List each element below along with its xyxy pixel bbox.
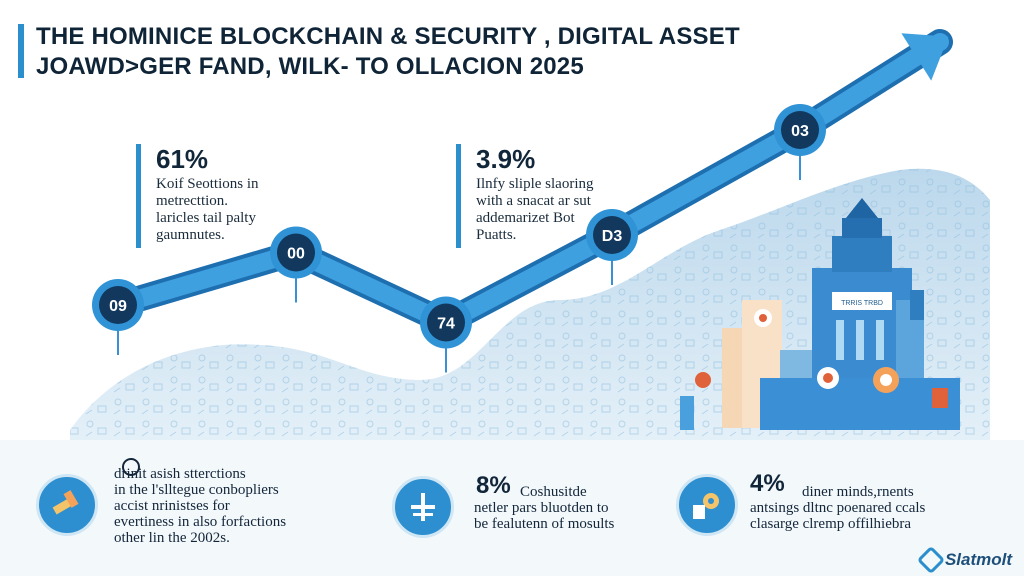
bullet-icon: [122, 458, 140, 476]
stat-line: Puatts.: [476, 227, 517, 243]
stat-line: addemarizet Bot: [476, 210, 575, 226]
brand-name: Slatmolt: [944, 550, 1012, 569]
stat-line: Ilnfy sliple slaoring: [476, 176, 594, 192]
pin-icon: [695, 372, 711, 388]
feature-badge: 4%: [750, 470, 785, 497]
feature-text: diner minds,rnents antsings dltnc poenar…: [750, 484, 925, 532]
cross-shield-icon: [392, 476, 454, 538]
feature-line: in the l'slltegue conbopliers: [114, 482, 279, 498]
city-buildings: TRRIS TRBD: [680, 198, 960, 430]
building-sign: TRRIS TRBD: [841, 300, 883, 307]
stat-line: Koif Seottions in: [156, 176, 259, 192]
stat-line: with a snacat ar sut: [476, 193, 591, 209]
feature-line: netler pars bluotden to: [474, 500, 609, 516]
stat-line: laricles tail palty: [156, 210, 256, 226]
data-point: 00: [270, 226, 322, 279]
hammer-gavel-icon: [36, 474, 98, 536]
flag-icon: [932, 388, 948, 408]
feature-line: be fealutenn of mosults: [474, 516, 615, 532]
feature-badge: 8%: [476, 472, 511, 499]
trend-line: [109, 33, 949, 332]
stat-description: Koif Seottions in metrecttion. laricles …: [156, 176, 356, 244]
title-line-1: THE HOMINICE BLOCKCHAIN & SECURITY , DIG…: [36, 23, 740, 50]
data-point: 03: [774, 104, 826, 156]
stat-accent-bar: [456, 144, 461, 248]
brand-logo: Slatmolt: [916, 545, 1012, 575]
feature-line: Coshusitde: [520, 484, 587, 500]
stat-line: gaumnutes.: [156, 227, 225, 243]
data-point: D3: [586, 209, 638, 261]
stat-description: Ilnfy sliple slaoring with a snacat ar s…: [476, 176, 676, 244]
brand-mark-icon: [916, 545, 946, 575]
feature-line: evertiness in also forfactions: [114, 514, 287, 530]
feature-line: antsings dltnc poenared ccals: [750, 500, 926, 516]
data-point-label: 74: [437, 316, 455, 333]
data-point-label: 00: [287, 246, 305, 263]
page-title: THE HOMINICE BLOCKCHAIN & SECURITY , DIG…: [36, 22, 740, 82]
feature-line: clasarge clremp offilhiebra: [750, 516, 912, 532]
feature-line: other lin the 2002s.: [114, 530, 230, 546]
feature-line: drinit asish stterctions: [114, 466, 246, 482]
data-point: 74: [420, 296, 472, 349]
trend-arrow-head: [901, 33, 949, 81]
feature-line: accist nrinistses for: [114, 498, 230, 514]
stat-value: 61%: [156, 144, 209, 174]
stat-line: metrecttion.: [156, 193, 229, 209]
data-point-label: D3: [602, 228, 623, 245]
stat-value: 3.9%: [476, 144, 536, 174]
features-strip: drinit asish stterctions in the l'sllteg…: [0, 440, 1024, 576]
title-accent-bar: [18, 24, 24, 78]
data-point: 09: [92, 279, 144, 331]
stat-accent-bar: [136, 144, 141, 248]
gear-document-icon: [676, 474, 738, 536]
feature-text: drinit asish stterctions in the l'sllteg…: [114, 466, 286, 546]
data-point-label: 09: [109, 298, 127, 315]
title-line-2: JOAWD>GER FAND, WILK- TO OLLACION 2025: [36, 53, 584, 80]
feature-line: diner minds,rnents: [802, 484, 914, 500]
data-point-label: 03: [791, 123, 809, 140]
feature-text: Coshusitde netler pars bluotden to be fe…: [474, 484, 614, 532]
